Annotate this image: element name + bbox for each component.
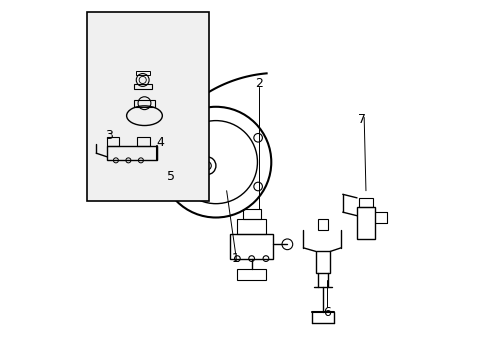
Bar bbox=[358, 198, 372, 207]
Bar bbox=[134, 100, 155, 107]
Bar bbox=[107, 146, 157, 160]
Bar bbox=[237, 219, 265, 234]
Bar bbox=[137, 137, 149, 146]
Text: 7: 7 bbox=[358, 113, 366, 126]
Bar bbox=[315, 251, 329, 273]
Text: 1: 1 bbox=[231, 252, 239, 265]
Bar bbox=[107, 137, 119, 146]
Bar bbox=[356, 207, 374, 239]
Bar bbox=[242, 208, 260, 219]
Bar bbox=[144, 162, 151, 170]
Bar bbox=[230, 234, 272, 258]
Bar bbox=[135, 71, 149, 75]
Text: 2: 2 bbox=[254, 77, 262, 90]
Text: 6: 6 bbox=[322, 306, 330, 319]
Text: 5: 5 bbox=[167, 170, 175, 183]
Bar bbox=[87, 12, 208, 202]
Bar bbox=[317, 219, 328, 230]
Text: 4: 4 bbox=[156, 136, 164, 149]
Bar bbox=[237, 269, 265, 280]
Bar bbox=[134, 84, 151, 89]
Text: 3: 3 bbox=[104, 129, 112, 142]
